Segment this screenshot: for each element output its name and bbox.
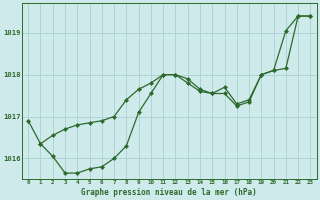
X-axis label: Graphe pression niveau de la mer (hPa): Graphe pression niveau de la mer (hPa)	[81, 188, 257, 197]
